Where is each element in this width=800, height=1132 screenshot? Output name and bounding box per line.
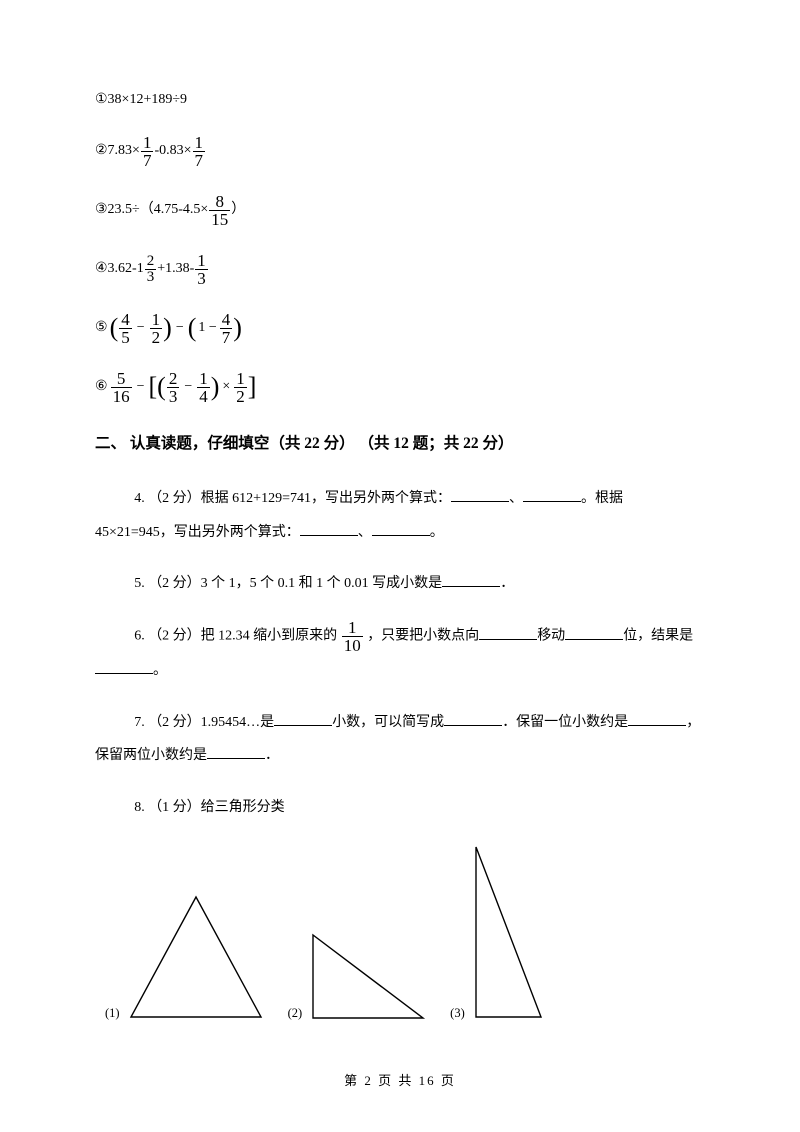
blank-field[interactable] bbox=[523, 488, 581, 502]
q4-end: 。 bbox=[430, 525, 444, 540]
expr3-post: ） bbox=[231, 200, 245, 220]
frac-8-15: 8 15 bbox=[209, 193, 230, 228]
question-5: 5. （2 分）3 个 1，5 个 0.1 和 1 个 0.01 写成小数是 ． bbox=[95, 567, 705, 601]
q5-end: ． bbox=[500, 576, 514, 591]
expression-2: ②7.83× 1 7 -0.83× 1 7 bbox=[95, 134, 705, 169]
expression-5: ⑤ ( 4 5 − 1 2 ) − ( 1 − 4 7 ) bbox=[95, 311, 705, 346]
expression-6: ⑥ 5 16 − [ ( 2 3 − 1 4 ) × 1 2 ] bbox=[95, 370, 705, 405]
q4-text-a: 4. （2 分）根据 612+129=741，写出另外两个算式： bbox=[134, 491, 451, 506]
expr6-marker: ⑥ bbox=[95, 377, 108, 397]
expression-1: ①38×12+189÷9 bbox=[95, 90, 705, 110]
q6-text-c: 移动 bbox=[537, 629, 565, 644]
lparen2-icon: ( bbox=[188, 315, 197, 341]
blank-field[interactable] bbox=[372, 522, 430, 536]
q5-text: 5. （2 分）3 个 1，5 个 0.1 和 1 个 0.01 写成小数是 bbox=[134, 576, 442, 591]
frac-1-4: 1 4 bbox=[197, 370, 210, 405]
triangle-2: (2) bbox=[288, 930, 429, 1022]
blank-field[interactable] bbox=[442, 573, 500, 587]
blank-field[interactable] bbox=[628, 712, 686, 726]
lbrack-icon: [ bbox=[148, 374, 157, 400]
minus-3: − bbox=[137, 377, 145, 397]
minus-4: − bbox=[184, 377, 192, 397]
q6-text-a: 6. （2 分）把 12.34 缩小到原来的 bbox=[134, 629, 341, 644]
expr5-marker: ⑤ bbox=[95, 318, 108, 338]
q7-text-c: ．保留一位小数约是 bbox=[502, 715, 628, 730]
q7-text-a: 7. （2 分）1.95454…是 bbox=[134, 715, 274, 730]
blank-field[interactable] bbox=[479, 626, 537, 640]
question-7: 7. （2 分）1.95454…是小数，可以简写成．保留一位小数约是，保留两位小… bbox=[95, 706, 705, 773]
expr4-mid: +1.38- bbox=[157, 259, 194, 279]
section-2-heading: 二、 认真读题，仔细填空（共 22 分） （共 12 题；共 22 分） bbox=[95, 433, 705, 455]
question-4: 4. （2 分）根据 612+129=741，写出另外两个算式：、。根据 45×… bbox=[95, 482, 705, 549]
minus-1: − bbox=[137, 318, 145, 338]
rparen2-icon: ) bbox=[233, 315, 242, 341]
question-6: 6. （2 分）把 12.34 缩小到原来的 110 ，只要把小数点向 移动 位，结… bbox=[95, 619, 705, 688]
times-1: × bbox=[222, 377, 230, 397]
q7-end: ． bbox=[265, 748, 279, 763]
q6-end: 。 bbox=[153, 663, 167, 678]
frac-1-7-b: 1 7 bbox=[193, 134, 206, 169]
expression-3: ③23.5÷（4.75-4.5× 8 15 ） bbox=[95, 193, 705, 228]
triangle-3: (3) bbox=[450, 842, 547, 1022]
frac-5-16: 5 16 bbox=[111, 370, 132, 405]
expr2-mid: -0.83× bbox=[154, 141, 191, 161]
expr2-pre: ②7.83× bbox=[95, 141, 140, 161]
frac-2-3: 2 3 bbox=[167, 370, 180, 405]
blank-field[interactable] bbox=[300, 522, 358, 536]
q6-text-d: 位，结果是 bbox=[623, 629, 693, 644]
page-footer: 第 2 页 共 16 页 bbox=[0, 1072, 800, 1090]
triangle-3-shape bbox=[471, 842, 547, 1022]
lparen3-icon: ( bbox=[157, 374, 166, 400]
blank-field[interactable] bbox=[565, 626, 623, 640]
frac-1-7-a: 1 7 bbox=[141, 134, 154, 169]
rparen-icon: ) bbox=[163, 315, 172, 341]
blank-field[interactable] bbox=[451, 488, 509, 502]
triangle-2-shape bbox=[308, 930, 428, 1022]
minus-2: − bbox=[176, 318, 184, 338]
blank-field[interactable] bbox=[274, 712, 332, 726]
triangle-figures: (1) (2) (3) bbox=[95, 842, 705, 1022]
triangle-3-label: (3) bbox=[450, 1005, 465, 1023]
question-8: 8. （1 分）给三角形分类 bbox=[95, 791, 705, 825]
q7-text-b: 小数，可以简写成 bbox=[332, 715, 444, 730]
rparen3-icon: ) bbox=[211, 374, 220, 400]
triangle-1-label: (1) bbox=[105, 1005, 120, 1023]
expr1-text: ①38×12+189÷9 bbox=[95, 90, 187, 110]
triangle-1-shape bbox=[126, 892, 266, 1022]
frac-4-7: 4 7 bbox=[220, 311, 233, 346]
frac-1-3: 1 3 bbox=[195, 252, 208, 287]
mixed-1-2-3: 1 2 3 bbox=[137, 254, 158, 285]
q6-text-b: ，只要把小数点向 bbox=[364, 629, 480, 644]
rbrack-icon: ] bbox=[248, 374, 257, 400]
q4-sep1: 、 bbox=[509, 491, 523, 506]
triangle-1: (1) bbox=[105, 892, 266, 1022]
triangle-2-label: (2) bbox=[288, 1005, 303, 1023]
expression-4: ④3.62- 1 2 3 +1.38- 1 3 bbox=[95, 252, 705, 287]
expr4-pre: ④3.62- bbox=[95, 259, 137, 279]
blank-field[interactable] bbox=[444, 712, 502, 726]
frac-1-2-b: 1 2 bbox=[234, 370, 247, 405]
lparen-icon: ( bbox=[110, 315, 119, 341]
expr3-pre: ③23.5÷（4.75-4.5× bbox=[95, 200, 208, 220]
one-minus: 1 − bbox=[198, 318, 216, 338]
q4-sep2: 、 bbox=[358, 525, 372, 540]
frac-4-5: 4 5 bbox=[119, 311, 132, 346]
blank-field[interactable] bbox=[207, 745, 265, 759]
blank-field[interactable] bbox=[95, 660, 153, 674]
frac-1-2-a: 1 2 bbox=[150, 311, 163, 346]
frac-1-10: 110 bbox=[342, 619, 363, 654]
